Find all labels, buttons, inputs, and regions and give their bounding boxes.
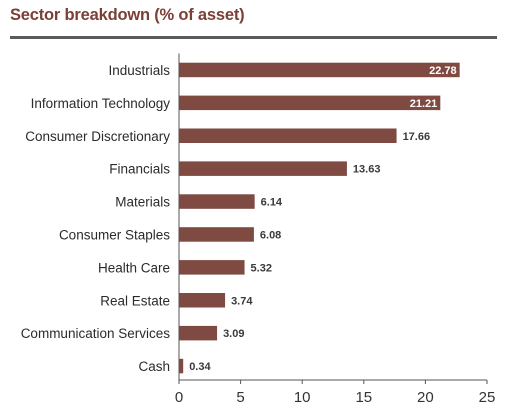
bars-group: [179, 62, 460, 374]
value-label: 21.21: [410, 98, 438, 110]
x-tick-label: 10: [294, 389, 311, 406]
category-label: Real Estate: [100, 293, 170, 308]
category-label: Consumer Staples: [59, 227, 170, 242]
category-label: Materials: [115, 195, 170, 210]
bar-financials: [179, 161, 347, 176]
category-label: Information Technology: [31, 96, 171, 111]
value-label: 0.34: [189, 361, 211, 373]
x-tick-label: 20: [417, 389, 434, 406]
bar-materials: [179, 194, 255, 209]
value-label: 3.09: [223, 328, 244, 340]
bar-information-technology: [179, 95, 441, 111]
bar-cash: [179, 358, 184, 374]
value-label: 13.63: [353, 164, 381, 176]
category-label: Health Care: [98, 260, 170, 275]
chart-title: Sector breakdown (% of asset): [10, 6, 245, 24]
category-label: Communication Services: [21, 326, 171, 341]
title-divider: [10, 36, 497, 39]
x-tick-label: 5: [236, 389, 244, 406]
x-tick-label: 0: [175, 389, 183, 406]
value-label: 17.66: [403, 131, 431, 143]
bar-health-care: [179, 260, 245, 275]
value-labels-group: 22.78 21.21 17.66 13.63 6.14 6.08 5.32 3.74 3.09…: [189, 65, 456, 373]
category-label: Industrials: [108, 63, 170, 78]
category-labels-group: Industrials Information Technology Consume…: [21, 63, 171, 374]
x-tick-label: 25: [479, 389, 496, 406]
bar-industrials: [179, 62, 460, 78]
x-tick-label: 15: [355, 389, 372, 406]
value-label: 22.78: [429, 65, 457, 77]
category-label: Consumer Discretionary: [25, 129, 170, 144]
x-ticks-group: 0 5 10 15 20 25: [175, 380, 496, 406]
bar-real-estate: [179, 293, 226, 308]
value-label: 5.32: [251, 262, 272, 274]
bar-consumer-discretionary: [179, 128, 397, 143]
value-label: 3.74: [231, 295, 253, 307]
value-label: 6.08: [260, 229, 281, 241]
bar-communication-services: [179, 325, 218, 341]
category-label: Cash: [138, 359, 170, 374]
bar-consumer-staples: [179, 227, 254, 242]
value-label: 6.14: [261, 197, 283, 209]
category-label: Financials: [109, 162, 170, 177]
